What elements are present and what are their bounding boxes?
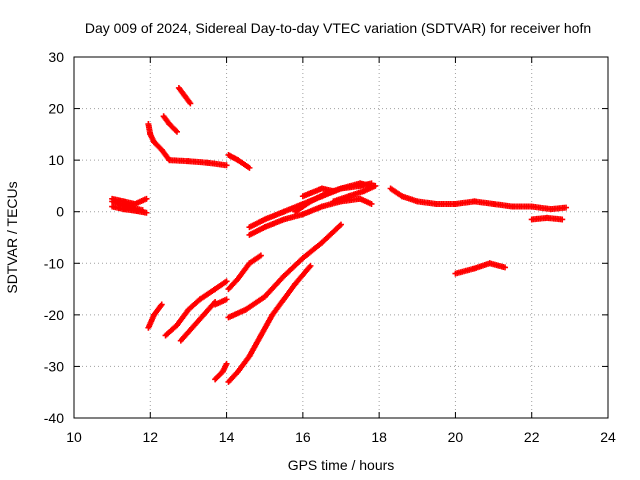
x-tick-label: 20 (448, 429, 464, 445)
data-point-marker (246, 164, 253, 171)
data-point-marker (338, 221, 344, 228)
data-point-marker (559, 216, 566, 223)
data-point-marker (223, 162, 230, 169)
series-arc-14 (225, 221, 344, 321)
chart-title: Day 009 of 2024, Sidereal Day-to-day VTE… (85, 20, 591, 36)
data-series (109, 84, 570, 385)
series-arc-23 (452, 260, 509, 277)
data-point-marker (307, 262, 314, 269)
x-tick-label: 22 (524, 429, 540, 445)
series-arc-15 (225, 262, 314, 385)
data-point-marker (368, 200, 375, 207)
y-tick-label: -20 (44, 307, 64, 323)
series-arc-13 (225, 252, 264, 293)
y-tick-label: -30 (44, 358, 64, 374)
data-point-marker (563, 204, 570, 211)
data-point-marker (143, 209, 150, 216)
series-arc-7 (225, 151, 253, 171)
data-point-marker (143, 195, 150, 202)
series-arc-6 (175, 84, 194, 107)
data-point-marker (139, 207, 146, 214)
plot-frame (73, 56, 609, 419)
y-tick-label: 0 (56, 204, 64, 220)
series-arc-3 (109, 198, 146, 214)
x-axis-label: GPS time / hours (288, 457, 395, 473)
y-tick-label: -10 (44, 255, 64, 271)
data-point-marker (372, 182, 379, 189)
y-tick-label: -40 (44, 410, 64, 426)
series-arc-11 (212, 296, 230, 308)
y-tick-label: 10 (48, 152, 64, 168)
series-arc-4 (145, 121, 230, 169)
grid-lines (74, 57, 608, 418)
x-tick-label: 18 (371, 429, 387, 445)
y-tick-label: 20 (48, 101, 64, 117)
y-tick-label: 30 (48, 49, 64, 65)
data-point-marker (223, 278, 230, 285)
data-point-marker (173, 128, 180, 135)
series-arc-9 (162, 278, 230, 339)
axis-ticks (73, 56, 609, 419)
data-point-marker (187, 100, 194, 107)
x-tick-label: 10 (66, 429, 82, 445)
x-tick-label: 14 (219, 429, 235, 445)
series-arc-19 (299, 185, 337, 200)
series-arc-20 (330, 182, 379, 205)
data-point-marker (158, 301, 165, 308)
series-arc-21 (387, 185, 570, 213)
series-arc-5 (160, 113, 180, 135)
series-arc-8 (145, 301, 165, 331)
x-tick-label: 24 (600, 429, 616, 445)
series-arc-22 (528, 214, 566, 223)
series-arc-17 (246, 195, 375, 238)
x-tick-label: 16 (295, 429, 311, 445)
data-point-marker (223, 296, 230, 303)
data-point-marker (502, 264, 509, 271)
x-tick-label: 12 (142, 429, 158, 445)
data-point-marker (172, 127, 179, 134)
series-arc-12 (212, 360, 230, 383)
data-point-marker (330, 188, 337, 195)
y-axis-label: SDTVAR / TECUs (4, 181, 20, 293)
data-point-marker (257, 252, 264, 259)
data-point-marker (223, 360, 230, 367)
